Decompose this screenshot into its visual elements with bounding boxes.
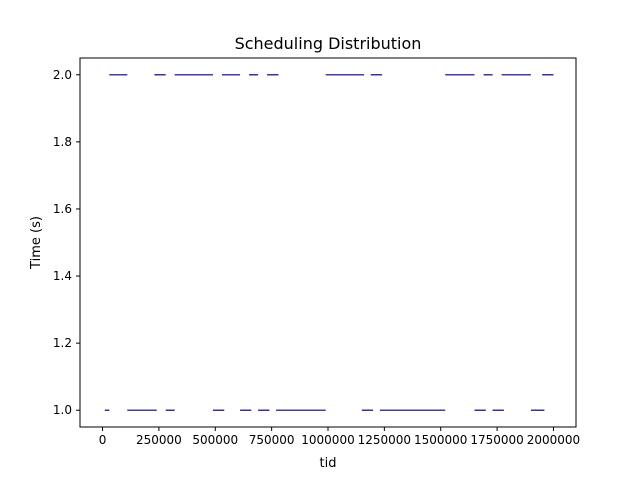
x-tick-label: 1250000 <box>358 433 411 447</box>
x-tick-label: 2000000 <box>527 433 580 447</box>
x-tick-label: 1500000 <box>414 433 467 447</box>
data-marks <box>104 74 554 411</box>
y-tick-label: 2.0 <box>53 68 72 82</box>
x-tick-label: 0 <box>99 433 107 447</box>
x-tick-label: 1750000 <box>470 433 523 447</box>
x-tick-label: 250000 <box>136 433 182 447</box>
y-tick-label: 1.8 <box>53 135 72 149</box>
x-tick-label: 500000 <box>192 433 238 447</box>
chart-title: Scheduling Distribution <box>235 34 422 53</box>
y-axis-label: Time (s) <box>29 216 44 270</box>
y-axis: 1.0 1.2 1.4 1.6 1.8 2.0 <box>53 68 80 417</box>
y-tick-label: 1.6 <box>53 202 72 216</box>
x-tick-label: 750000 <box>249 433 295 447</box>
y-tick-label: 1.0 <box>53 403 72 417</box>
x-axis: 0 250000 500000 750000 1000000 1250000 1500000… <box>99 427 580 447</box>
x-axis-label: tid <box>320 456 337 471</box>
y-tick-label: 1.2 <box>53 336 72 350</box>
x-tick-label: 1000000 <box>301 433 354 447</box>
y-tick-label: 1.4 <box>53 269 72 283</box>
